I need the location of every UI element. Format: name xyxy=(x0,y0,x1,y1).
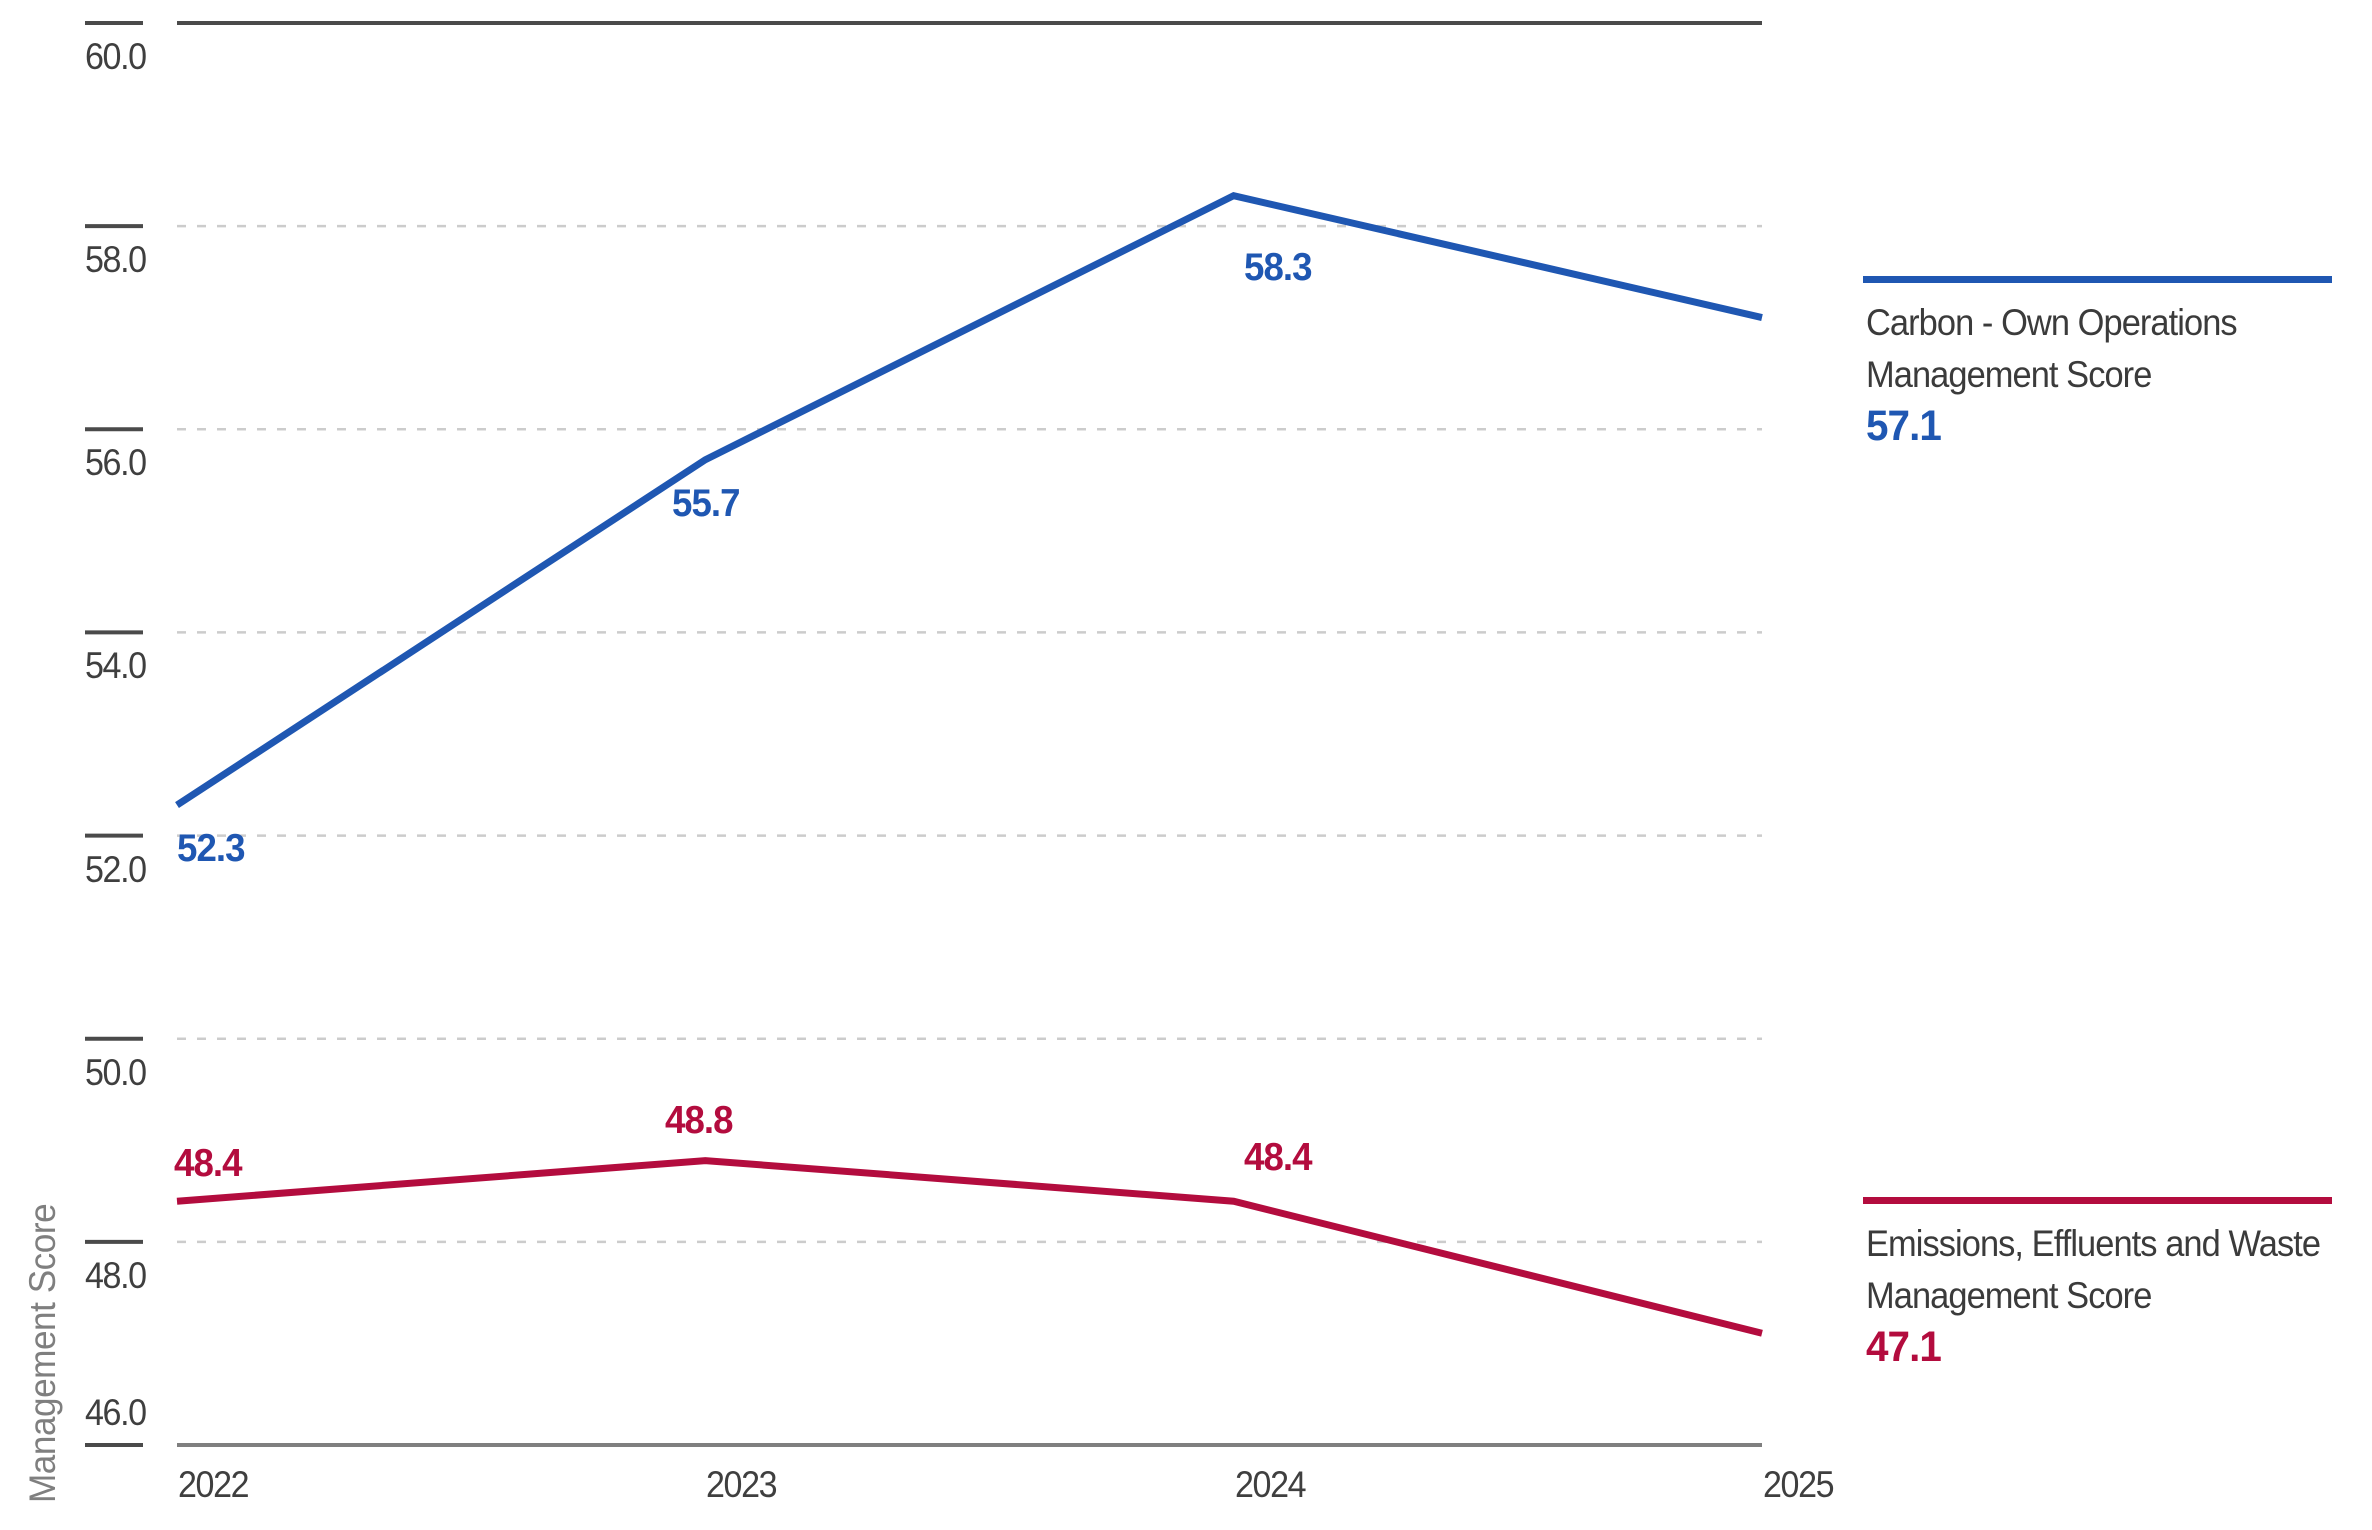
y-tick-label: 58.0 xyxy=(85,239,147,281)
y-tick-label: 46.0 xyxy=(85,1392,147,1433)
x-tick-label: 2025 xyxy=(1763,1464,1835,1505)
legend-name-line2: Management Score xyxy=(1866,354,2152,395)
point-value-label: 48.4 xyxy=(1243,1136,1313,1180)
y-tick-label: 48.0 xyxy=(85,1254,147,1296)
x-tick-label: 2022 xyxy=(178,1464,250,1505)
point-value-label: 48.8 xyxy=(665,1098,734,1142)
y-tick-label: 52.0 xyxy=(85,848,147,890)
y-tick-label: 50.0 xyxy=(85,1051,147,1093)
x-tick-label: 2024 xyxy=(1234,1464,1307,1505)
y-tick-label: 56.0 xyxy=(85,442,147,484)
point-value-label: 58.3 xyxy=(1243,245,1313,289)
legend-name-line1: Emissions, Effluents and Waste xyxy=(1866,1223,2321,1264)
legend-value: 47.1 xyxy=(1866,1323,1942,1371)
point-value-label: 48.4 xyxy=(174,1142,243,1186)
legend-value: 57.1 xyxy=(1866,402,1942,450)
y-tick-label: 60.0 xyxy=(85,36,147,77)
y-tick-label: 54.0 xyxy=(85,645,147,687)
point-value-label: 55.7 xyxy=(672,481,741,525)
legend-name-line2: Management Score xyxy=(1866,1275,2152,1316)
series-line-carbon xyxy=(175,191,1763,809)
y-axis-title: Management Score xyxy=(22,1203,63,1503)
legend-name-line1: Carbon - Own Operations xyxy=(1866,302,2238,343)
legend-swatch-blue-line xyxy=(1863,276,2332,283)
x-tick-label: 2023 xyxy=(706,1464,778,1505)
point-value-label: 52.3 xyxy=(177,827,246,871)
series-line-emissions xyxy=(176,1157,1763,1337)
legend-swatch-red-line xyxy=(1863,1197,2332,1204)
